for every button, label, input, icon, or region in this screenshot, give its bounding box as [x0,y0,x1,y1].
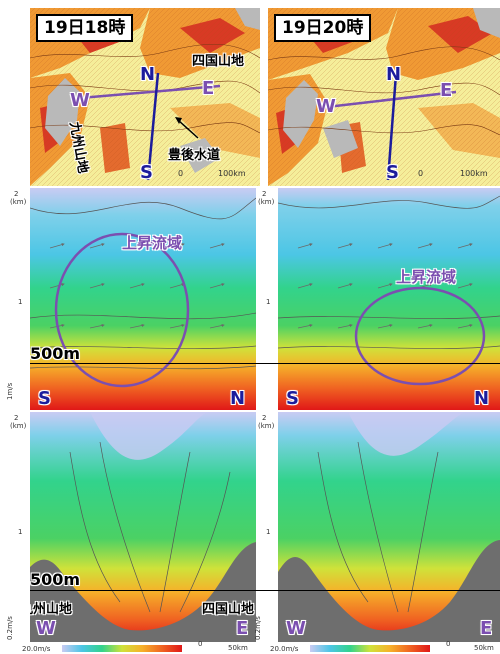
map-18-image [30,8,260,186]
sn-18-updraft-label: 上昇流域 [122,234,183,252]
we-18-scale-zero: 0 [198,640,203,648]
map-18-scale-zero: 0 [178,169,184,178]
map-panel-18: 19日18時 N S W E 四国山地 九州山地 豊後水道 0 100km [30,8,260,186]
map-20-north-label: N [386,64,402,85]
we-20-y-top-tick: 2 [262,414,267,422]
sn-section-18-image [30,188,256,410]
we-18-west-label: W [36,618,56,639]
we-20-vector-scale: 0.2m/s [254,616,262,640]
we-section-18-image [30,412,256,642]
map-18-south-label: S [140,162,153,183]
sn-section-20: 上昇流域 S N [278,188,500,410]
we-section-20: W E [278,412,500,642]
map-panel-20: 19日20時 N S W E 0 100km [268,8,500,186]
we-500m-line [30,590,500,591]
we-18-kyushu-label: 九州山地 [30,602,73,617]
we-20-east-label: E [480,618,493,639]
we-20-scale-label: 50km [474,644,494,652]
map-20-image [268,8,500,186]
map-20-south-label: S [386,162,399,183]
we-18-y-top-tick: 2 [14,414,19,422]
we-20-y-mid-tick: 1 [266,528,271,536]
we-18-speed-legend: 20.0m/s [22,645,51,653]
we-section-20-image [278,412,500,642]
we-18-y-unit: (km) [10,422,27,430]
map-20-east-label: E [440,80,453,101]
map-20-time-label: 19日20時 [274,14,372,42]
sn-18-y-unit: (km) [10,198,27,206]
we-18-east-label: E [236,618,249,639]
map-18-north-label: N [140,64,156,85]
sn-section-20-image [278,188,500,410]
sn-18-y-mid-tick: 1 [18,298,23,306]
map-18-west-label: W [70,90,90,111]
we-18-color-bar [62,645,182,652]
sn-20-y-mid-tick: 1 [266,298,271,306]
sn-18-vector-scale: 1m/s [6,382,14,400]
sn-18-north-label: N [230,388,246,409]
we-20-scale-zero: 0 [446,640,451,648]
we-20-y-unit: (km) [258,422,275,430]
we-18-y-mid-tick: 1 [18,528,23,536]
map-20-scale-zero: 0 [418,169,424,178]
map-18-east-label: E [202,78,215,99]
map-20-scale-label: 100km [460,169,488,178]
map-18-time-label: 19日18時 [36,14,134,42]
we-18-vector-scale: 0.2m/s [6,616,14,640]
we-18-shikoku-label: 四国山地 [202,602,255,617]
sn-20-y-top-tick: 2 [262,190,267,198]
sn-20-updraft-label: 上昇流域 [396,268,457,286]
sn-section-18: 2 上昇流域 S N [30,188,256,410]
we-500m-label: 500m [30,570,81,589]
sn-500m-label: 500m [30,344,81,363]
map-18-bungo-label: 豊後水道 [168,148,221,163]
sn-20-north-label: N [474,388,490,409]
we-section-18: 九州山地 四国山地 W E [30,412,256,642]
we-20-color-bar [310,645,430,652]
we-20-speed-legend: 20.0m/s [270,645,299,653]
we-20-west-label: W [286,618,306,639]
sn-18-y-top-tick-label: 2 [14,190,19,198]
sn-18-south-label: S [38,388,51,409]
we-18-scale-label: 50km [228,644,248,652]
map-18-shikoku-label: 四国山地 [192,54,245,69]
sn-500m-line [30,363,500,364]
sn-20-south-label: S [286,388,299,409]
sn-20-y-unit: (km) [258,198,275,206]
map-20-west-label: W [316,96,336,117]
map-18-scale-label: 100km [218,169,246,178]
